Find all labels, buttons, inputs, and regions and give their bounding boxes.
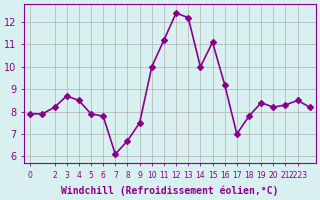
X-axis label: Windchill (Refroidissement éolien,°C): Windchill (Refroidissement éolien,°C) [61,185,279,196]
